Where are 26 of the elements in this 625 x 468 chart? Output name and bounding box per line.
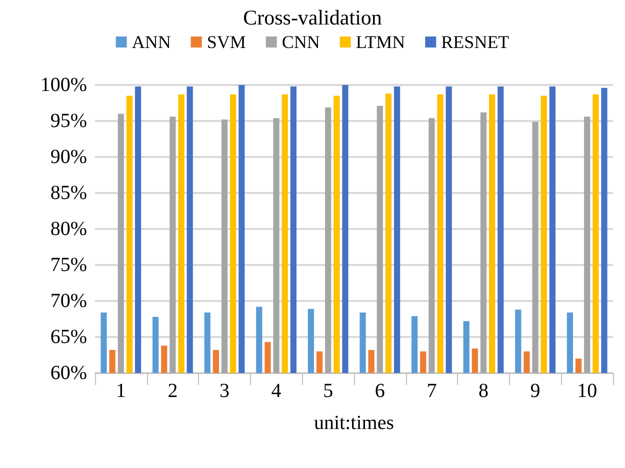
x-tick-label: 4 bbox=[271, 380, 282, 402]
y-tick-label: 90% bbox=[50, 146, 87, 168]
y-tick-label: 100% bbox=[40, 74, 87, 96]
legend-label: RESNET bbox=[441, 32, 510, 52]
x-tick-label: 3 bbox=[220, 380, 230, 402]
x-tick-label: 1 bbox=[116, 380, 126, 402]
x-tick-label: 2 bbox=[168, 380, 178, 402]
y-tick-label: 60% bbox=[50, 362, 87, 384]
x-axis-title: unit:times bbox=[314, 412, 394, 434]
y-tick-label: 75% bbox=[50, 254, 87, 276]
legend-label: ANN bbox=[132, 32, 171, 52]
y-tick-label: 95% bbox=[50, 110, 87, 132]
x-tick-label: 10 bbox=[577, 380, 598, 402]
legend-label: LTMN bbox=[356, 32, 406, 52]
y-tick-label: 65% bbox=[50, 326, 87, 348]
x-tick-label: 5 bbox=[323, 380, 334, 402]
x-tick-label: 8 bbox=[478, 380, 488, 402]
chart-title: Cross-validation bbox=[243, 6, 382, 30]
y-tick-label: 85% bbox=[50, 182, 87, 204]
y-tick-label: 80% bbox=[50, 218, 87, 240]
x-tick-label: 7 bbox=[426, 380, 437, 402]
x-tick-label: 9 bbox=[530, 380, 540, 402]
legend-label: SVM bbox=[206, 32, 246, 52]
legend-label: CNN bbox=[282, 32, 320, 52]
y-tick-label: 70% bbox=[50, 290, 87, 312]
x-tick-label: 6 bbox=[374, 380, 385, 402]
